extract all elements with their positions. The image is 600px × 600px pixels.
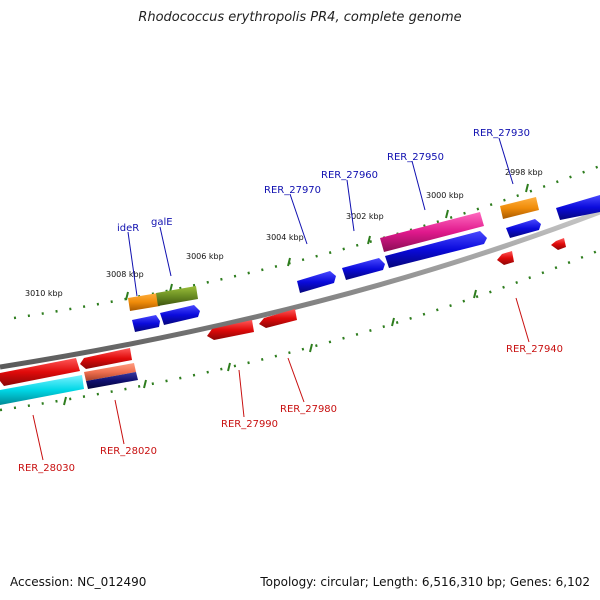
leader-line bbox=[515, 297, 530, 343]
cds-reverse[interactable] bbox=[551, 238, 566, 250]
accession-text: Accession: NC_012490 bbox=[10, 575, 147, 589]
leader-line bbox=[289, 193, 308, 245]
genome-title: Rhodococcus erythropolis PR4, complete g… bbox=[138, 10, 462, 25]
feature-orange[interactable] bbox=[500, 197, 539, 219]
gene-label-forward[interactable]: ideR bbox=[117, 223, 139, 234]
feature-row-forward-cds bbox=[132, 195, 600, 332]
cds-forward-RER_27950[interactable] bbox=[385, 231, 487, 268]
feature-cyan[interactable] bbox=[0, 375, 84, 405]
genome-backbone bbox=[0, 209, 600, 370]
cds-reverse-RER_28020[interactable] bbox=[80, 348, 132, 369]
feature-row-forward-top bbox=[128, 197, 539, 311]
cds-reverse-RER_27940[interactable] bbox=[497, 251, 514, 265]
feature-orange[interactable] bbox=[128, 293, 160, 311]
cds-forward-RER_27970[interactable] bbox=[297, 271, 336, 293]
inner-major-ticks bbox=[63, 289, 477, 406]
leader-line bbox=[32, 414, 44, 461]
gene-label-forward[interactable]: RER_27930 bbox=[473, 128, 530, 139]
gene-label-reverse[interactable]: RER_28030 bbox=[18, 463, 75, 474]
feature-row-reverse-bottom bbox=[0, 363, 138, 405]
gene-label-reverse[interactable]: RER_27940 bbox=[506, 344, 563, 355]
cds-forward-RER_27930[interactable] bbox=[506, 219, 541, 238]
feature-olive[interactable] bbox=[156, 286, 198, 306]
scale-label: 3000 kbp bbox=[426, 191, 464, 200]
leader-line bbox=[411, 160, 426, 211]
cds-forward-RER_27960[interactable] bbox=[342, 258, 385, 280]
leader-line bbox=[159, 226, 172, 277]
feature-salmon[interactable] bbox=[84, 363, 136, 381]
gene-label-forward[interactable]: galE bbox=[151, 217, 173, 228]
gene-label-forward[interactable]: RER_27970 bbox=[264, 185, 321, 196]
gene-label-forward[interactable]: RER_27950 bbox=[387, 152, 444, 163]
cds-reverse-RER_27980[interactable] bbox=[259, 309, 297, 328]
scale-label: 2998 kbp bbox=[505, 168, 543, 177]
scale-label: 3010 kbp bbox=[25, 289, 63, 298]
scale-label: 3008 kbp bbox=[106, 270, 144, 279]
feature-magenta[interactable] bbox=[380, 212, 484, 252]
leader-line bbox=[238, 369, 245, 418]
scale-label: 3002 kbp bbox=[346, 212, 384, 221]
gene-label-reverse[interactable]: RER_27990 bbox=[221, 419, 278, 430]
leader-line bbox=[287, 357, 305, 403]
cds-forward[interactable] bbox=[556, 195, 600, 220]
scale-label: 3006 kbp bbox=[186, 252, 224, 261]
cds-forward-galE[interactable] bbox=[160, 305, 200, 325]
genome-summary-text: Topology: circular; Length: 6,516,310 bp… bbox=[260, 575, 590, 589]
leader-line bbox=[498, 137, 514, 185]
cds-forward-ideR[interactable] bbox=[132, 315, 160, 332]
leader-line bbox=[114, 399, 125, 445]
cds-reverse-RER_27990[interactable] bbox=[207, 320, 254, 340]
gene-label-forward[interactable]: RER_27960 bbox=[321, 170, 378, 181]
gene-label-reverse[interactable]: RER_27980 bbox=[280, 404, 337, 415]
cds-reverse-RER_28030[interactable] bbox=[0, 358, 80, 386]
leader-line bbox=[346, 179, 355, 232]
gene-label-reverse[interactable]: RER_28020 bbox=[100, 446, 157, 457]
feature-row-reverse-cds bbox=[0, 238, 566, 386]
scale-label: 3004 kbp bbox=[266, 233, 304, 242]
leader-line bbox=[127, 231, 138, 297]
feature-navy[interactable] bbox=[86, 372, 138, 389]
